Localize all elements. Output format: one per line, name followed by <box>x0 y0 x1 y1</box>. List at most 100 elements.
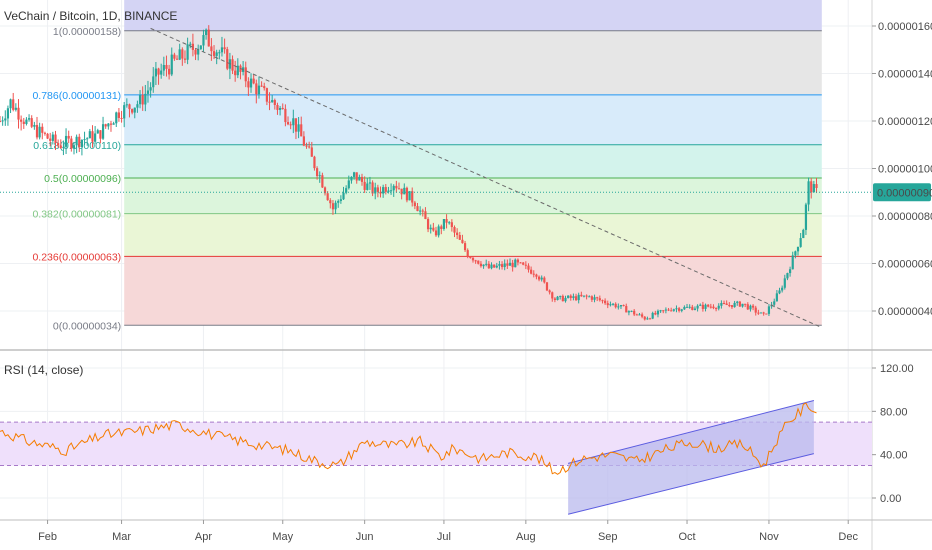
candle <box>810 177 813 199</box>
candle-body <box>59 145 62 148</box>
rsi-channel-fill[interactable] <box>568 400 814 515</box>
candle-body <box>339 199 342 201</box>
candle-body <box>342 192 345 200</box>
candle <box>4 110 7 126</box>
trendline-line[interactable] <box>150 27 822 329</box>
candle <box>72 141 76 155</box>
candle-body <box>656 310 660 315</box>
candle-body <box>160 70 163 75</box>
candle <box>300 116 303 137</box>
candle <box>778 287 781 295</box>
candle <box>120 110 123 123</box>
candle <box>387 186 390 194</box>
candle-body <box>186 44 189 60</box>
candle-body <box>638 314 641 316</box>
candle-body <box>445 219 448 223</box>
candle <box>408 191 411 201</box>
candle-body <box>175 58 179 60</box>
candle-body <box>456 232 459 236</box>
candle <box>519 261 522 264</box>
candle-body <box>693 308 697 310</box>
candle <box>165 55 168 77</box>
candle <box>128 103 131 118</box>
candle-body <box>611 303 615 305</box>
candle <box>260 81 263 87</box>
candle-body <box>109 123 113 125</box>
candle <box>43 131 47 136</box>
candle-body <box>678 308 681 311</box>
candle <box>199 45 202 50</box>
candle-body <box>329 200 332 204</box>
time-axis[interactable]: Feb Mar Apr May Jun Jul Aug Sep Oct Nov Dec <box>38 520 858 543</box>
candle-body <box>294 118 298 132</box>
candle-body <box>593 297 596 300</box>
candle <box>33 121 36 130</box>
candle <box>141 86 144 111</box>
candle-body <box>376 187 379 192</box>
candle <box>479 261 483 268</box>
candle-body <box>360 176 364 182</box>
candle-body <box>1 120 4 122</box>
candle <box>812 180 815 193</box>
candle-body <box>199 45 202 50</box>
candle-body <box>508 262 512 266</box>
candle <box>360 173 364 186</box>
candle <box>426 217 430 233</box>
candle <box>305 142 308 149</box>
candle <box>94 126 97 144</box>
candle <box>152 67 155 93</box>
candle <box>136 100 139 113</box>
candle <box>244 61 247 88</box>
candle-body <box>223 47 226 50</box>
candle-body <box>326 193 329 201</box>
candle <box>448 221 451 225</box>
candle <box>297 117 300 139</box>
time-tick-label: Jun <box>356 531 374 543</box>
candle <box>160 63 163 79</box>
candle-body <box>667 309 670 311</box>
candle-body <box>25 119 28 124</box>
candle-body <box>419 210 422 212</box>
candle-body <box>699 304 702 306</box>
rsi-tick-label: 0.00 <box>880 493 901 505</box>
candle-body <box>545 282 549 291</box>
candle <box>701 301 704 312</box>
candle-body <box>765 313 768 315</box>
candle-body <box>133 107 136 113</box>
candle <box>567 295 570 299</box>
candle <box>450 219 453 232</box>
candle-body <box>157 68 160 75</box>
candle-body <box>530 269 533 274</box>
candle <box>569 294 572 301</box>
candle <box>133 107 136 119</box>
candle-body <box>648 318 652 320</box>
candle <box>593 294 596 303</box>
rsi-channel-lower[interactable] <box>568 453 814 515</box>
candle-body <box>146 90 150 94</box>
candle-body <box>474 260 477 262</box>
trendline[interactable] <box>0 27 872 329</box>
candle <box>564 295 567 303</box>
candle-body <box>38 126 41 138</box>
candle <box>469 256 472 259</box>
candle <box>709 303 712 309</box>
candle <box>189 41 192 49</box>
fibonacci-retracement[interactable]: 1(0.00000158)0.786(0.00000131)0.618(0.00… <box>32 0 822 332</box>
candle <box>20 115 23 131</box>
candle-body <box>212 51 216 56</box>
candle <box>86 137 89 146</box>
candle <box>434 226 438 237</box>
candle <box>707 304 710 308</box>
candle-body <box>696 305 699 309</box>
candle-body <box>609 304 612 306</box>
candle <box>294 118 298 140</box>
candle-body <box>191 43 194 50</box>
last-price-badge <box>873 183 931 202</box>
candle-body <box>524 264 527 266</box>
candle <box>685 303 689 308</box>
candle <box>411 187 414 207</box>
candle <box>405 186 409 203</box>
candle-body <box>300 124 303 137</box>
rsi-channel-upper[interactable] <box>567 400 814 464</box>
